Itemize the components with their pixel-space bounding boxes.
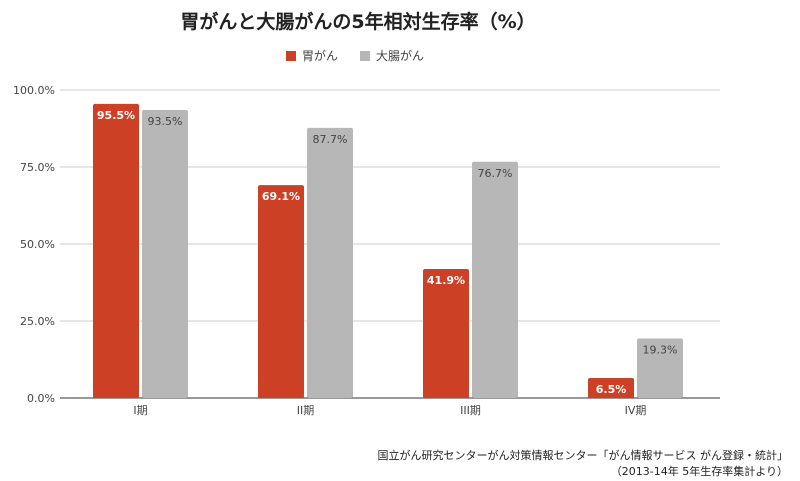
bar (637, 338, 683, 398)
legend-label: 胃がん (302, 48, 338, 63)
x-tick-label: III期 (460, 404, 481, 417)
data-label: 87.7% (313, 133, 348, 146)
y-tick-label: 75.0% (20, 161, 55, 174)
bar (307, 127, 353, 398)
legend: 胃がん 大腸がん (286, 48, 424, 63)
y-tick-label: 50.0% (20, 238, 55, 251)
data-label: 69.1% (262, 190, 300, 203)
x-tick-label: IV期 (625, 404, 647, 417)
y-tick-label: 0.0% (27, 392, 55, 405)
bar (472, 161, 518, 398)
y-axis-ticks: 0.0% 25.0% 50.0% 75.0% 100.0% (13, 84, 55, 405)
source-line-1: 国立がん研究センターがん対策情報センター「がん情報サービス がん登録・統計」 (378, 448, 789, 462)
bar (93, 103, 139, 399)
data-label: 19.3% (643, 344, 678, 357)
bar (588, 377, 634, 398)
legend-swatch (286, 51, 296, 61)
bars: 95.5% 93.5% 69.1% 87.7% 41.9% 76.7% 6.5% 19.3% (93, 103, 683, 399)
data-label: 6.5% (596, 383, 627, 396)
y-tick-label: 25.0% (20, 315, 55, 328)
data-label: 93.5% (148, 115, 183, 128)
legend-swatch (360, 51, 370, 61)
data-label: 41.9% (427, 274, 465, 287)
bar (423, 268, 469, 398)
y-tick-label: 100.0% (13, 84, 55, 97)
legend-label: 大腸がん (376, 48, 424, 63)
bar (258, 185, 304, 398)
x-axis-ticks: I期 II期 III期 IV期 (133, 404, 646, 417)
data-label: 76.7% (478, 167, 513, 180)
source-line-2: （2013-14年 5年生存率集計より） (611, 464, 788, 478)
data-label: 95.5% (97, 109, 135, 122)
chart-title: 胃がんと大腸がんの5年相対生存率（%） (180, 10, 535, 33)
bar (142, 110, 188, 399)
x-tick-label: I期 (133, 404, 147, 417)
x-tick-label: II期 (297, 404, 315, 417)
